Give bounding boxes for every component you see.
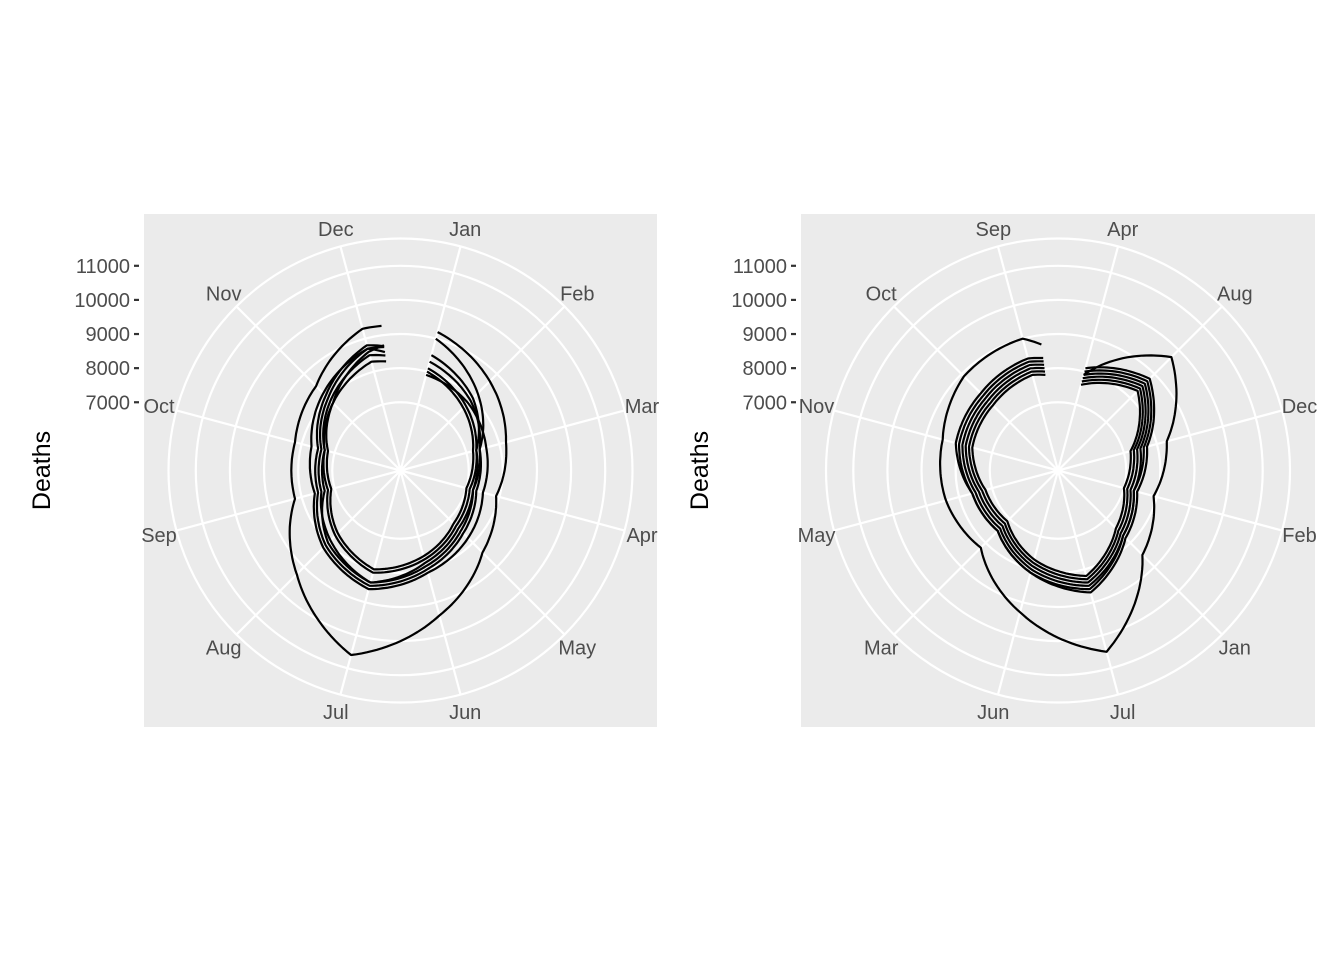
month-label-oct: Oct: [143, 396, 175, 418]
grid-spoke: [400, 469, 625, 532]
month-label-may: May: [558, 637, 596, 659]
month-label-nov: Nov: [799, 396, 835, 418]
y-axis-title: Deaths: [686, 431, 714, 510]
grid-spoke: [400, 409, 625, 472]
series-group: [939, 337, 1178, 653]
polar-chart-right: Apr Aug Dec Feb Jan Jul Jun Mar May Nov Oct Sep 7000…: [686, 214, 1317, 727]
month-label-jul: Jul: [1110, 702, 1136, 724]
grid-spoke: [893, 469, 1059, 636]
series-line-0: [964, 366, 1147, 584]
month-label-sep: Sep: [141, 525, 177, 547]
month-label-jan: Jan: [449, 219, 481, 241]
theta-labels: Apr Aug Dec Feb Jan Jul Jun Mar May Nov Oct Sep: [798, 219, 1318, 724]
grid-circle-outer: [167, 237, 634, 704]
series-line-1: [961, 363, 1150, 587]
theta-labels: Jan Feb Mar Apr May Jun Jul Aug Sep Oct Nov Dec: [141, 219, 659, 724]
grid-spoke: [1057, 469, 1283, 532]
y-tick-label: 9000: [86, 324, 131, 346]
series-group: [288, 324, 508, 657]
grid-circle: [988, 401, 1128, 540]
grid-spoke: [399, 246, 462, 471]
y-axis: 7000 8000 9000 10000 11000: [74, 256, 139, 414]
grid-circle: [852, 264, 1264, 677]
grid-spoke: [893, 305, 1059, 472]
series-line-2: [967, 370, 1144, 581]
grid-circle: [262, 332, 539, 609]
month-label-dec: Dec: [1282, 396, 1318, 418]
grid-spoke: [399, 305, 566, 472]
grid-spoke: [176, 469, 401, 532]
series-line-3: [958, 360, 1153, 591]
series-line-4: [325, 360, 475, 571]
y-axis: 7000 8000 9000 10000 11000: [731, 256, 796, 414]
grid-circle: [886, 298, 1230, 643]
series-line-0: [320, 337, 485, 584]
grid-spoke: [339, 246, 402, 471]
grid-spoke: [235, 305, 402, 472]
month-label-dec: Dec: [318, 219, 354, 241]
month-label-jun: Jun: [449, 702, 481, 724]
grid-circle: [331, 401, 470, 540]
month-label-aug: Aug: [206, 637, 242, 659]
polar-chart-left: Jan Feb Mar Apr May Jun Jul Aug Sep Oct Nov Dec 7000…: [28, 214, 660, 727]
month-label-nov: Nov: [206, 284, 242, 306]
grid-circle: [954, 367, 1162, 574]
month-label-mar: Mar: [625, 396, 660, 418]
y-tick-label: 8000: [743, 358, 788, 380]
month-label-oct: Oct: [866, 284, 898, 306]
y-tick-label: 9000: [743, 324, 788, 346]
month-label-apr: Apr: [1107, 219, 1138, 241]
grid-spoke: [1056, 246, 1120, 471]
grid-spoke: [1057, 469, 1223, 636]
series-line-3: [322, 353, 478, 574]
grid-spoke: [1057, 409, 1283, 472]
grid-circle: [297, 367, 504, 574]
y-axis-title: Deaths: [28, 431, 56, 510]
series-line-6: [939, 337, 1178, 653]
month-label-feb: Feb: [1282, 525, 1316, 547]
grid-circle: [194, 264, 607, 677]
month-label-apr: Apr: [626, 525, 657, 547]
y-tick-label: 8000: [86, 358, 131, 380]
month-label-feb: Feb: [560, 284, 594, 306]
y-tick-label: 11000: [733, 256, 787, 278]
grid-spoke: [996, 470, 1060, 695]
y-tick-label: 7000: [86, 392, 131, 414]
y-tick-label: 10000: [731, 290, 787, 312]
month-label-may: May: [798, 525, 836, 547]
grid-circle: [920, 332, 1196, 609]
y-tick-label: 7000: [743, 392, 788, 414]
grid-spoke: [399, 470, 462, 695]
grid-spoke: [235, 469, 402, 636]
month-label-jun: Jun: [977, 702, 1009, 724]
month-label-jan: Jan: [1219, 637, 1251, 659]
month-label-sep: Sep: [976, 219, 1012, 241]
series-line-6: [288, 324, 508, 657]
grid-spoke: [176, 409, 401, 472]
month-label-jul: Jul: [323, 702, 349, 724]
month-label-mar: Mar: [864, 637, 899, 659]
series-line-5: [954, 356, 1156, 594]
month-label-aug: Aug: [1217, 284, 1253, 306]
series-line-2: [314, 344, 482, 587]
y-tick-label: 10000: [74, 290, 130, 312]
y-tick-label: 11000: [76, 256, 130, 278]
grid-spoke: [833, 409, 1059, 472]
series-line-5: [308, 347, 489, 591]
grid-circle-outer: [824, 237, 1292, 704]
series-line-1: [317, 345, 480, 584]
series-line-4: [971, 373, 1142, 578]
